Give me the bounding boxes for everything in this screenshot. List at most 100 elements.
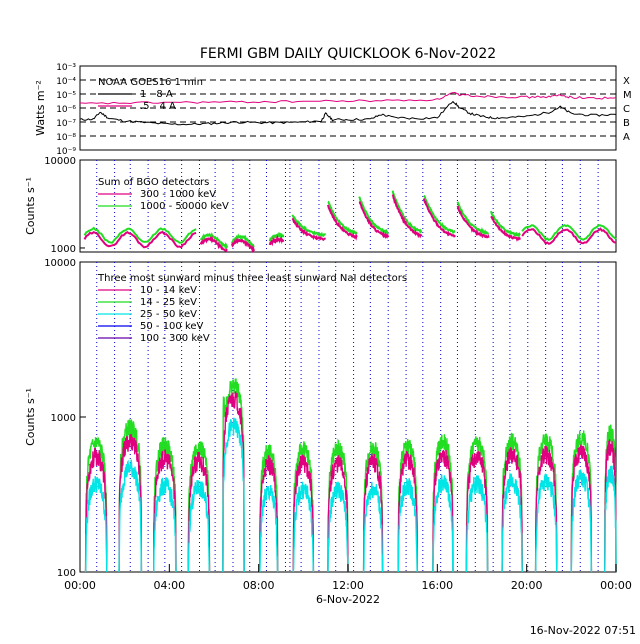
nai-series-line bbox=[397, 451, 418, 573]
nai-series-line bbox=[84, 447, 108, 573]
bgo-series-line bbox=[521, 227, 616, 245]
bgo-series-line bbox=[291, 214, 327, 238]
nai-series-line bbox=[534, 433, 558, 573]
nai-series-line bbox=[534, 473, 558, 573]
y-tick-label: 10⁻⁵ bbox=[56, 91, 76, 101]
nai-series-line bbox=[84, 476, 108, 573]
y-tick-label: 10⁻⁷ bbox=[56, 119, 76, 129]
nai-series-line bbox=[187, 479, 211, 573]
nai-series-line bbox=[327, 455, 349, 573]
legend-entry: 300 - 1000 keV bbox=[140, 189, 216, 200]
y-tick-label: 1000 bbox=[51, 413, 76, 424]
nai-series-line bbox=[84, 436, 108, 573]
x-tick-label: 20:00 bbox=[511, 579, 543, 592]
y-tick-label: 10⁻³ bbox=[56, 63, 76, 73]
x-tick-label: 08:00 bbox=[243, 579, 275, 592]
bgo-series-line bbox=[489, 210, 521, 239]
nai-series-line bbox=[259, 484, 279, 573]
nai-series-line bbox=[397, 478, 418, 573]
y-tick-label: 10⁻⁴ bbox=[56, 77, 76, 87]
nai-series-line bbox=[570, 444, 593, 573]
y-tick-label: 10⁻⁹ bbox=[56, 147, 76, 157]
bgo-series-line bbox=[358, 196, 389, 235]
nai-series-line bbox=[362, 453, 384, 573]
flare-class-label: B bbox=[623, 118, 630, 129]
bgo-series-line bbox=[490, 215, 521, 242]
nai-series-line bbox=[534, 445, 558, 573]
legend-entry: .5 - 4 A bbox=[140, 101, 176, 112]
legend-entry: 50 - 100 keV bbox=[140, 321, 204, 332]
y-tick-label: 10⁻⁸ bbox=[56, 133, 76, 143]
nai-series-line bbox=[259, 454, 279, 573]
bgo-series-line bbox=[456, 201, 489, 235]
bgo-series-line bbox=[423, 194, 456, 235]
legend-title: NOAA GOES16 1 min bbox=[98, 77, 203, 88]
nai-series-line bbox=[222, 391, 245, 573]
bgo-series-line bbox=[521, 223, 617, 242]
x-tick-label: 04:00 bbox=[153, 579, 185, 592]
nai-series-line bbox=[292, 454, 315, 573]
x-tick-label: 00:00 bbox=[600, 579, 632, 592]
bgo-series-line bbox=[83, 230, 197, 249]
legend-entry: 100 - 300 keV bbox=[140, 333, 210, 344]
nai-series-line bbox=[222, 417, 245, 573]
y-tick-label: 10000 bbox=[44, 258, 76, 269]
flare-class-label: M bbox=[623, 90, 632, 101]
y-axis-label: Counts s⁻¹ bbox=[24, 388, 37, 446]
x-axis-label: 6-Nov-2022 bbox=[316, 593, 380, 606]
nai-series-line bbox=[118, 434, 143, 573]
legend-entry: 1000 - 50000 keV bbox=[140, 201, 229, 212]
goes-series-line bbox=[79, 91, 617, 105]
y-tick-label: 1000 bbox=[51, 244, 76, 255]
bgo-series-line bbox=[268, 234, 285, 247]
y-tick-label: 10000 bbox=[44, 156, 76, 167]
nai-series-line bbox=[570, 469, 593, 573]
nai-series-line bbox=[465, 450, 489, 573]
nai-series-line bbox=[292, 441, 315, 573]
goes-series-line bbox=[79, 100, 617, 126]
nai-series-line bbox=[465, 475, 489, 573]
bgo-series-line bbox=[230, 237, 256, 254]
nai-series-line bbox=[501, 471, 523, 573]
nai-series-line bbox=[327, 481, 349, 573]
legend-entry: 10 - 14 keV bbox=[140, 285, 197, 296]
bgo-series-line bbox=[391, 194, 423, 239]
nai-series-line bbox=[604, 465, 617, 573]
y-axis-label: Watts m⁻² bbox=[34, 80, 47, 136]
flare-class-label: C bbox=[623, 104, 630, 115]
y-axis-label: Counts s⁻¹ bbox=[24, 177, 37, 235]
nai-series-line bbox=[501, 447, 523, 573]
legend-entry: 14 - 25 keV bbox=[140, 297, 197, 308]
bgo-series-line bbox=[230, 233, 255, 250]
bgo-series-line bbox=[199, 231, 229, 250]
x-tick-label: 00:00 bbox=[64, 579, 96, 592]
legend-title: Three most sunward minus three least sun… bbox=[97, 273, 407, 284]
nai-series-line bbox=[397, 438, 418, 573]
nai-series-line bbox=[187, 451, 211, 573]
bgo-series-line bbox=[326, 204, 358, 241]
bgo-series-line bbox=[199, 235, 228, 253]
bgo-series-line bbox=[358, 200, 390, 240]
bgo-series-line bbox=[327, 200, 358, 235]
nai-panel: 10000 1000 100 Counts s⁻¹ Three most sunward… bbox=[24, 258, 632, 606]
legend-title: Sum of BGO detectors bbox=[98, 177, 209, 188]
nai-series-line bbox=[187, 441, 211, 573]
bgo-panel: 10000 1000 Counts s⁻¹ Sum of BGO detectors3… bbox=[24, 156, 617, 255]
nai-series-line bbox=[465, 436, 489, 573]
nai-series-line bbox=[153, 476, 177, 573]
nai-series-line bbox=[118, 459, 143, 573]
x-tick-label: 12:00 bbox=[332, 579, 364, 592]
nai-series-line bbox=[432, 449, 454, 573]
nai-series-line bbox=[222, 378, 245, 573]
nai-series-line bbox=[604, 439, 617, 573]
bgo-series-line bbox=[268, 231, 285, 242]
nai-series-line bbox=[432, 474, 454, 573]
flare-class-label: X bbox=[623, 76, 630, 87]
goes-panel: 10⁻³ 10⁻⁴ X 10⁻⁵ M 10⁻⁶ C 10⁻⁷ B 10⁻⁸ A 10⁻⁹ Watts m… bbox=[34, 63, 632, 157]
bgo-series-line bbox=[391, 190, 423, 235]
figure-title: FERMI GBM DAILY QUICKLOOK 6-Nov-2022 bbox=[200, 46, 496, 62]
y-tick-label: 10⁻⁶ bbox=[56, 105, 76, 115]
legend-entry: 1 - 8 A bbox=[140, 89, 173, 100]
